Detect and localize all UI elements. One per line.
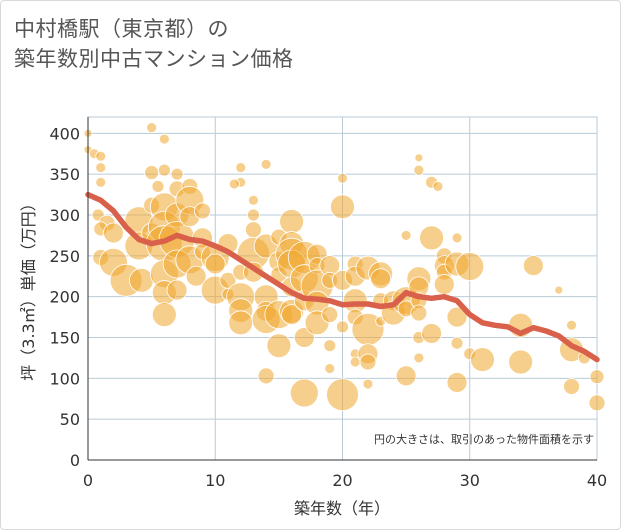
- chart-title: 中村橋駅（東京都）の 築年数別中古マンション価格: [14, 14, 294, 74]
- bubble: [129, 267, 154, 293]
- bubble: [446, 372, 468, 393]
- bubble: [151, 180, 165, 193]
- bubble: [257, 367, 275, 385]
- y-tick-label: 350: [49, 165, 80, 184]
- bubble: [323, 339, 337, 353]
- bubble: [451, 232, 463, 244]
- bubble-layer: [83, 122, 606, 412]
- bubble: [166, 279, 188, 301]
- bubble: [446, 306, 468, 328]
- bubble: [455, 252, 485, 281]
- bubble: [245, 221, 262, 239]
- axes: [87, 117, 597, 461]
- bubble: [95, 150, 107, 162]
- bubble: [395, 365, 417, 387]
- x-tick-label: 10: [205, 471, 225, 490]
- bubble: [470, 347, 495, 372]
- bubble: [146, 122, 158, 134]
- y-tick-labels: 0 50 100 150 200 250 300 350 400: [49, 124, 80, 470]
- bubble: [419, 225, 444, 251]
- bubble: [324, 363, 336, 374]
- bubble: [151, 302, 177, 328]
- bubble: [413, 164, 425, 176]
- bubble: [522, 255, 544, 277]
- y-tick-label: 300: [49, 206, 80, 225]
- bubble: [228, 310, 254, 336]
- bubble: [279, 209, 305, 234]
- bubble: [410, 304, 428, 322]
- y-tick-label: 400: [49, 124, 80, 143]
- x-tick-label: 20: [332, 471, 352, 490]
- y-tick-label: 200: [49, 288, 80, 307]
- bubble: [103, 222, 124, 244]
- x-tick-label: 40: [587, 471, 607, 490]
- y-axis-label: 坪（3.3㎡）単価（万円）: [19, 195, 38, 380]
- bubble: [450, 336, 464, 350]
- bubble: [289, 378, 319, 408]
- bubble: [566, 319, 577, 331]
- chart-title-line-1: 中村橋駅（東京都）の: [14, 17, 229, 41]
- bubble: [370, 268, 392, 290]
- bubble: [293, 327, 315, 348]
- y-tick-label: 50: [60, 410, 80, 429]
- bubble: [563, 378, 580, 395]
- bubble: [157, 163, 171, 177]
- bubble: [228, 178, 240, 190]
- bubble: [158, 133, 170, 145]
- bubble: [588, 394, 606, 412]
- bubble: [326, 378, 359, 412]
- x-tick-label: 0: [83, 471, 93, 490]
- bubble: [433, 274, 455, 295]
- y-tick-label: 0: [70, 451, 80, 470]
- y-tick-label: 150: [49, 329, 80, 348]
- bubble: [185, 265, 207, 287]
- y-tick-label: 250: [49, 247, 80, 266]
- x-axis-label: 築年数（年）: [294, 499, 390, 518]
- bubble: [421, 323, 442, 344]
- bubble: [248, 194, 259, 206]
- bubble: [554, 285, 564, 295]
- bubble: [266, 333, 292, 359]
- x-tick-labels: 0 10 20 30 40: [83, 471, 607, 490]
- bubble: [321, 306, 339, 324]
- bubble: [336, 320, 349, 334]
- bubble: [170, 167, 184, 181]
- bubble: [281, 304, 303, 326]
- bubble: [204, 253, 226, 275]
- y-tick-label: 100: [49, 369, 80, 388]
- bubble: [235, 162, 247, 174]
- bubble: [144, 165, 160, 180]
- bubble: [414, 153, 424, 163]
- bubble: [508, 349, 534, 375]
- trend-line: [85, 191, 600, 363]
- x-tick-label: 30: [460, 471, 480, 490]
- bubble: [260, 158, 272, 170]
- bubble: [432, 181, 444, 192]
- bubble: [95, 176, 107, 188]
- bubble: [400, 230, 412, 241]
- bubble: [330, 194, 355, 220]
- bubble: [589, 369, 605, 385]
- chart-title-line-2: 築年数別中古マンション価格: [14, 47, 294, 71]
- bubble-size-note: 円の大きさは、取引のあった物件面積を示す: [374, 432, 594, 446]
- bubble: [194, 202, 211, 220]
- bubble: [337, 172, 348, 184]
- bubble: [95, 162, 107, 174]
- bubble: [362, 378, 374, 390]
- bubble: [413, 352, 425, 364]
- bubble: [247, 208, 260, 222]
- bubble: [359, 353, 377, 371]
